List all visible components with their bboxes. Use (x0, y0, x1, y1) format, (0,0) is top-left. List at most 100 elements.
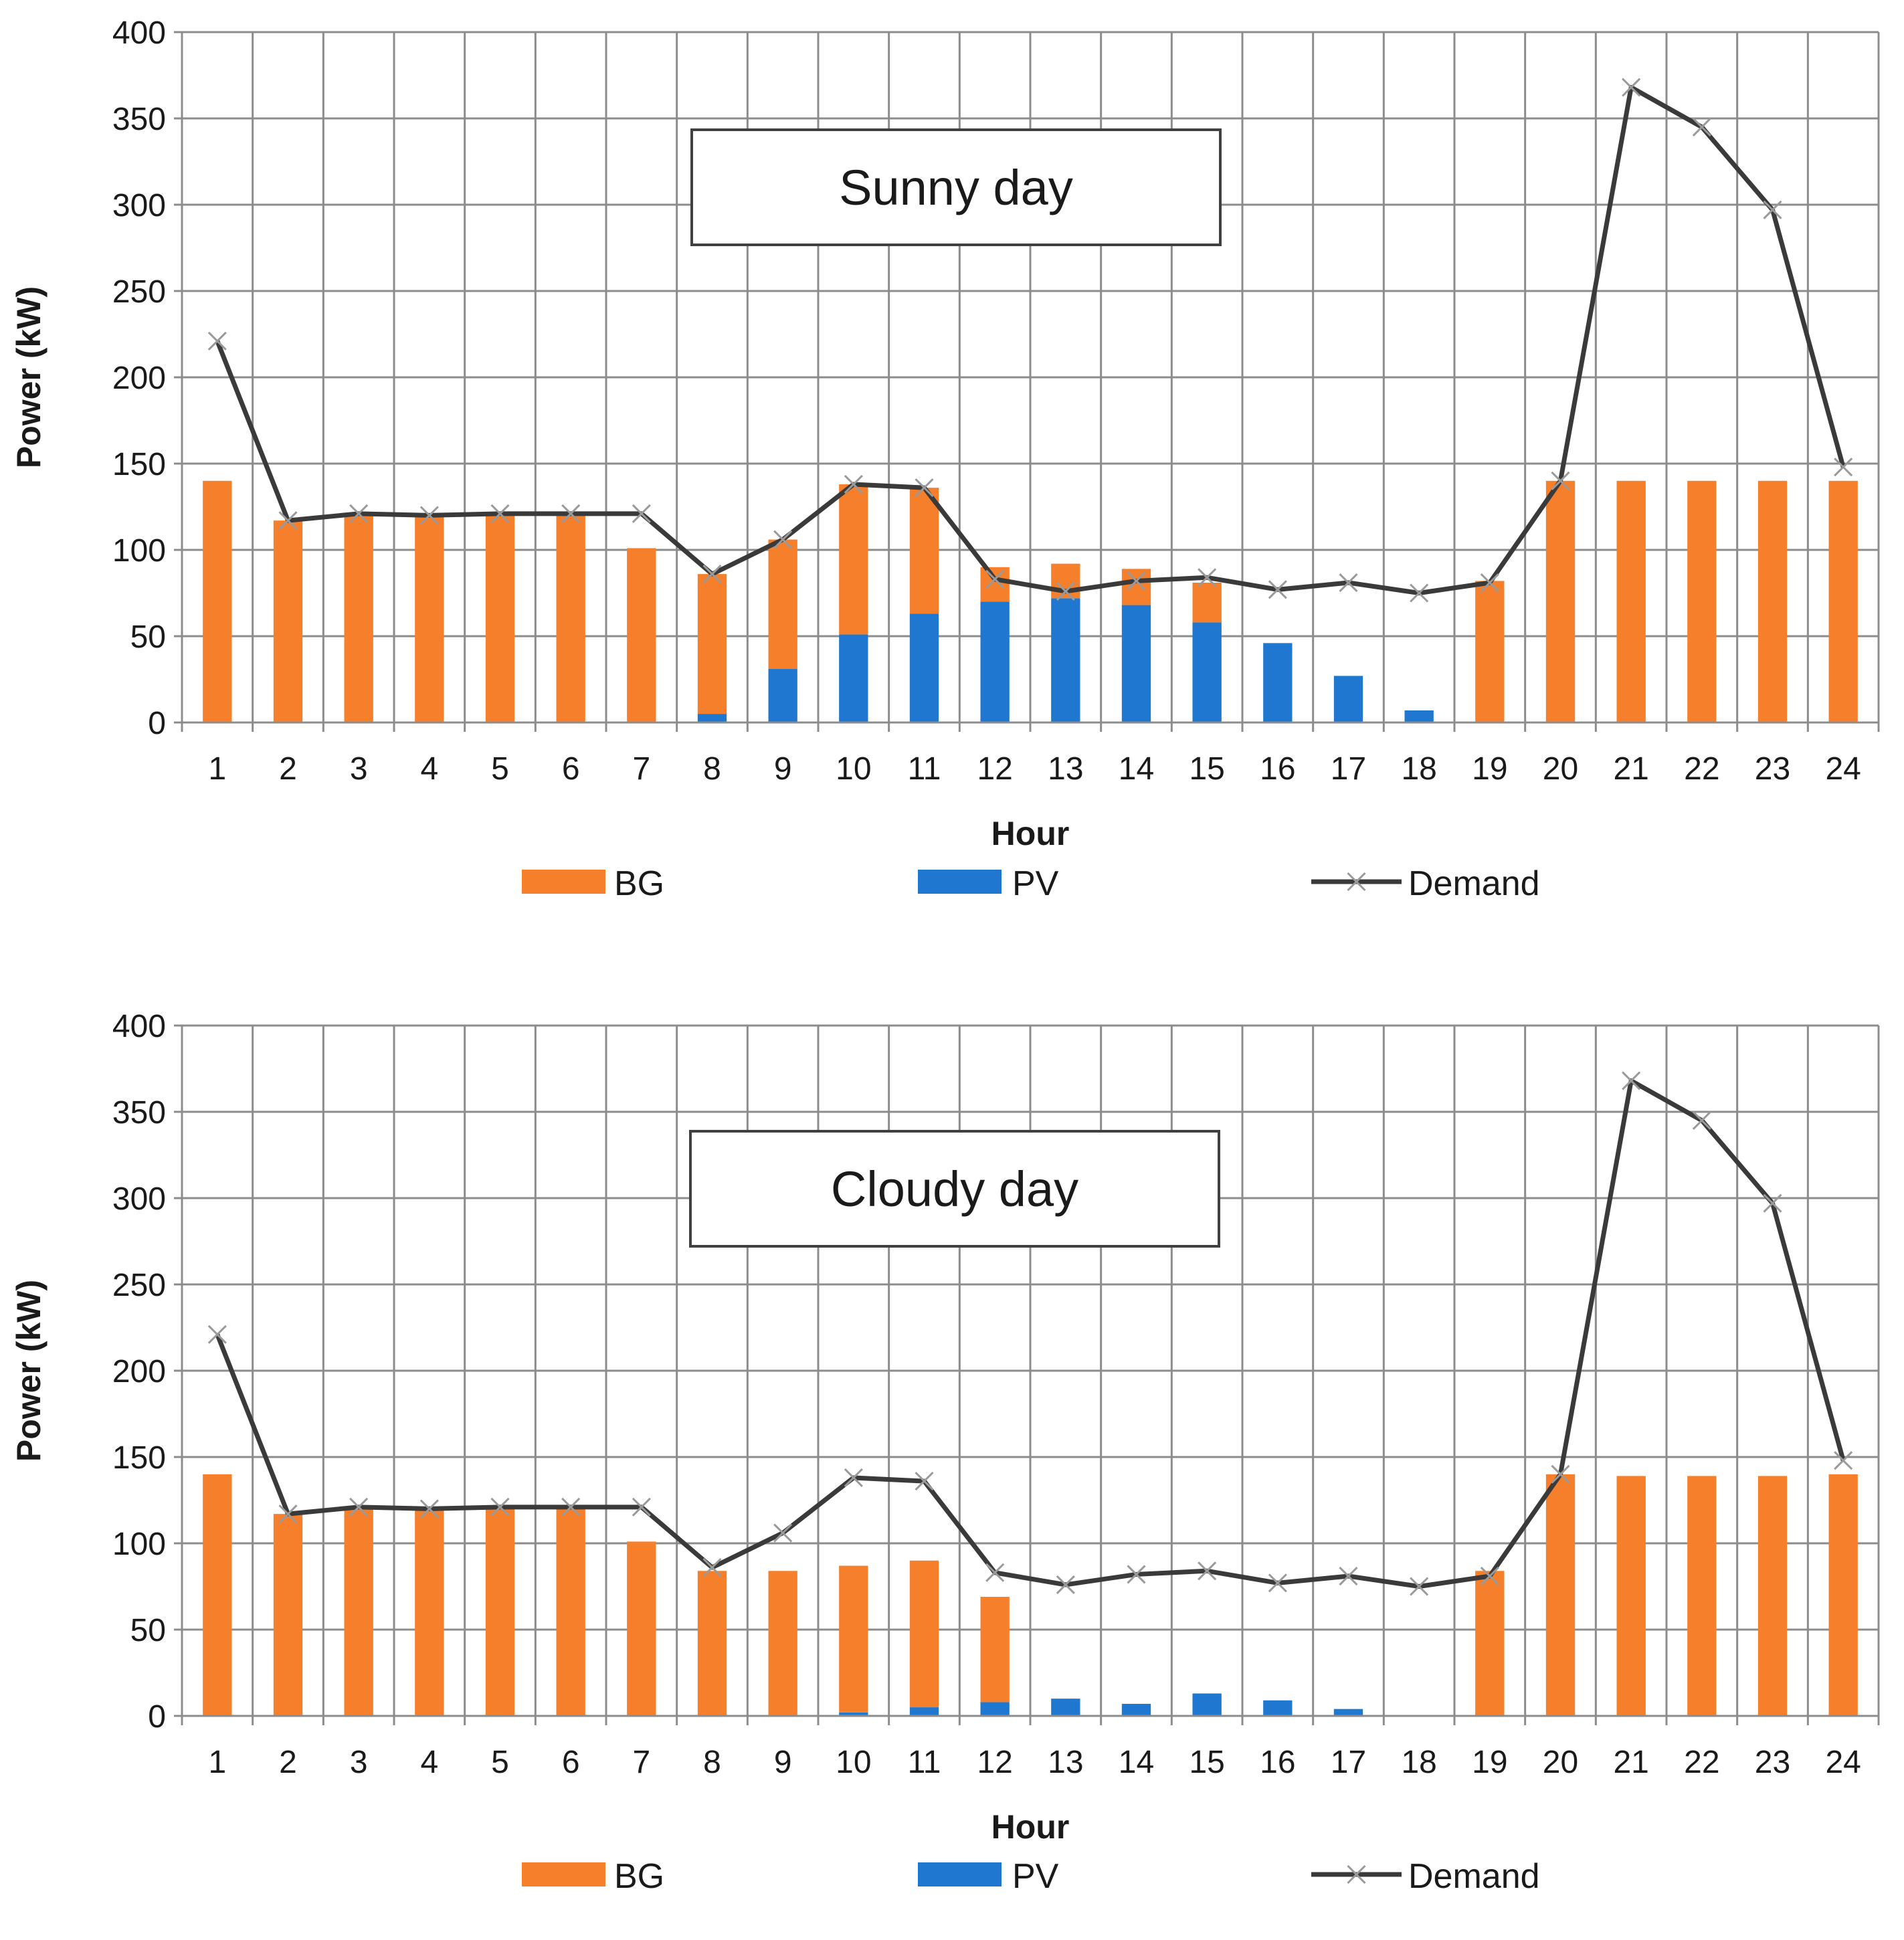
x-marker-stroke (985, 1563, 1005, 1582)
bar-bg-hour-1 (203, 1474, 232, 1716)
bar-bg-hour-21 (1616, 1476, 1646, 1716)
x-marker-stroke (1198, 1561, 1217, 1581)
demand-point-hour-22 (1692, 1110, 1711, 1130)
bar-pv-hour-9 (768, 669, 797, 722)
x-tick-label: 22 (1684, 1745, 1719, 1780)
bar-bg-hour-3 (344, 513, 373, 722)
bar-pv-hour-16 (1263, 1700, 1293, 1716)
x-tick-label: 24 (1825, 751, 1861, 787)
bar-bg-hour-22 (1687, 480, 1717, 722)
bar-pv-hour-15 (1192, 1693, 1222, 1716)
x-tick-label: 23 (1755, 1745, 1790, 1780)
x-marker-stroke (1834, 458, 1853, 477)
x-marker-stroke (1551, 471, 1570, 490)
x-marker-stroke (1198, 568, 1217, 587)
x-tick-label: 20 (1543, 1745, 1578, 1780)
demand-point-hour-5 (490, 1497, 510, 1517)
legend-item-pv: PV (918, 864, 1059, 903)
bar-pv-hour-13 (1051, 598, 1080, 722)
x-marker-stroke (632, 1497, 651, 1517)
x-tick-label: 22 (1684, 751, 1719, 787)
x-marker-stroke (349, 504, 369, 523)
x-marker-stroke (702, 1558, 722, 1577)
x-marker-stroke (773, 530, 793, 549)
legend: BG PV Demand (522, 864, 1540, 903)
demand-point-hour-20 (1551, 471, 1570, 490)
x-marker-stroke (1127, 571, 1146, 591)
bar-bg-hour-21 (1616, 480, 1646, 722)
bar-bg-hour-23 (1757, 480, 1788, 722)
demand-point-hour-11 (915, 1472, 934, 1491)
x-marker-stroke (1763, 200, 1782, 219)
bar-pv-hour-14 (1121, 1703, 1151, 1716)
bar-bg-hour-3 (344, 1507, 373, 1716)
bar-bg-hour-10 (839, 484, 868, 635)
bar-bg-hour-7 (627, 1541, 656, 1716)
demand-point-hour-13 (1056, 1575, 1075, 1594)
x-marker-stroke (1551, 1464, 1570, 1484)
demand-point-hour-9 (773, 1523, 793, 1543)
x-axis-title: Hour (991, 1808, 1070, 1846)
demand-point-hour-8 (702, 1558, 722, 1577)
x-tick-label: 2 (279, 751, 297, 787)
legend-label-bg: BG (614, 864, 664, 903)
bar-bg-hour-19 (1475, 581, 1505, 722)
demand-series-line (215, 85, 1846, 595)
bar-pv-hour-18 (1404, 710, 1434, 722)
x-marker-stroke (844, 474, 863, 494)
demand-point-hour-1 (207, 331, 227, 351)
x-tick-label: 16 (1260, 751, 1295, 787)
demand-point-hour-19 (1480, 1566, 1499, 1586)
bar-bg-hour-1 (203, 480, 232, 722)
demand-point-hour-6 (561, 1497, 581, 1517)
bar-bg-hour-15 (1192, 583, 1222, 623)
x-tick-label: 3 (350, 1745, 368, 1780)
demand-point-hour-4 (419, 1499, 439, 1519)
x-marker-stroke (1056, 581, 1075, 601)
bar-bg-hour-24 (1828, 1474, 1858, 1716)
x-tick-label: 14 (1119, 751, 1154, 787)
legend-label-bg: BG (614, 1857, 664, 1896)
demand-point-hour-12 (985, 569, 1005, 589)
x-marker-stroke (490, 1497, 510, 1517)
bar-bg-hour-20 (1545, 1474, 1576, 1716)
y-tick-label: 200 (112, 1354, 166, 1389)
demand-point-hour-16 (1268, 580, 1287, 599)
legend-label-demand: Demand (1408, 864, 1540, 903)
y-tick-label: 400 (112, 1009, 166, 1044)
x-marker-stroke (1480, 573, 1499, 593)
legend-label-pv: PV (1012, 1857, 1059, 1896)
x-tick-label: 13 (1048, 751, 1083, 787)
demand-point-hour-14 (1127, 571, 1146, 591)
bar-bg-hour-23 (1757, 1476, 1788, 1716)
bar-bg-hour-8 (697, 574, 727, 714)
y-tick-label: 0 (148, 706, 166, 741)
legend-item-demand: Demand (1311, 864, 1540, 903)
y-tick-label: 300 (112, 1181, 166, 1217)
y-tick-label: 250 (112, 1268, 166, 1303)
demand-point-hour-17 (1339, 1566, 1358, 1586)
legend-swatch-pv (918, 870, 1002, 894)
x-marker-stroke (1692, 117, 1711, 136)
legend-item-bg: BG (522, 864, 664, 903)
bar-pv-hour-13 (1051, 1699, 1080, 1716)
x-marker-stroke (278, 1505, 298, 1524)
bar-pv-hour-10 (839, 634, 868, 722)
demand-point-hour-19 (1480, 573, 1499, 593)
bar-bg-hour-5 (485, 1507, 515, 1716)
demand-point-hour-10 (844, 1468, 863, 1488)
x-tick-label: 15 (1189, 1745, 1224, 1780)
x-marker-stroke (1692, 1110, 1711, 1130)
demand-point-hour-2 (278, 1505, 298, 1524)
y-tick-label: 50 (130, 1613, 166, 1648)
demand-point-hour-7 (632, 1497, 651, 1517)
y-tick-label: 50 (130, 619, 166, 655)
x-tick-label: 8 (703, 1745, 721, 1780)
x-marker-stroke (1480, 1566, 1499, 1586)
demand-point-hour-8 (702, 565, 722, 584)
y-tick-label: 100 (112, 1527, 166, 1562)
